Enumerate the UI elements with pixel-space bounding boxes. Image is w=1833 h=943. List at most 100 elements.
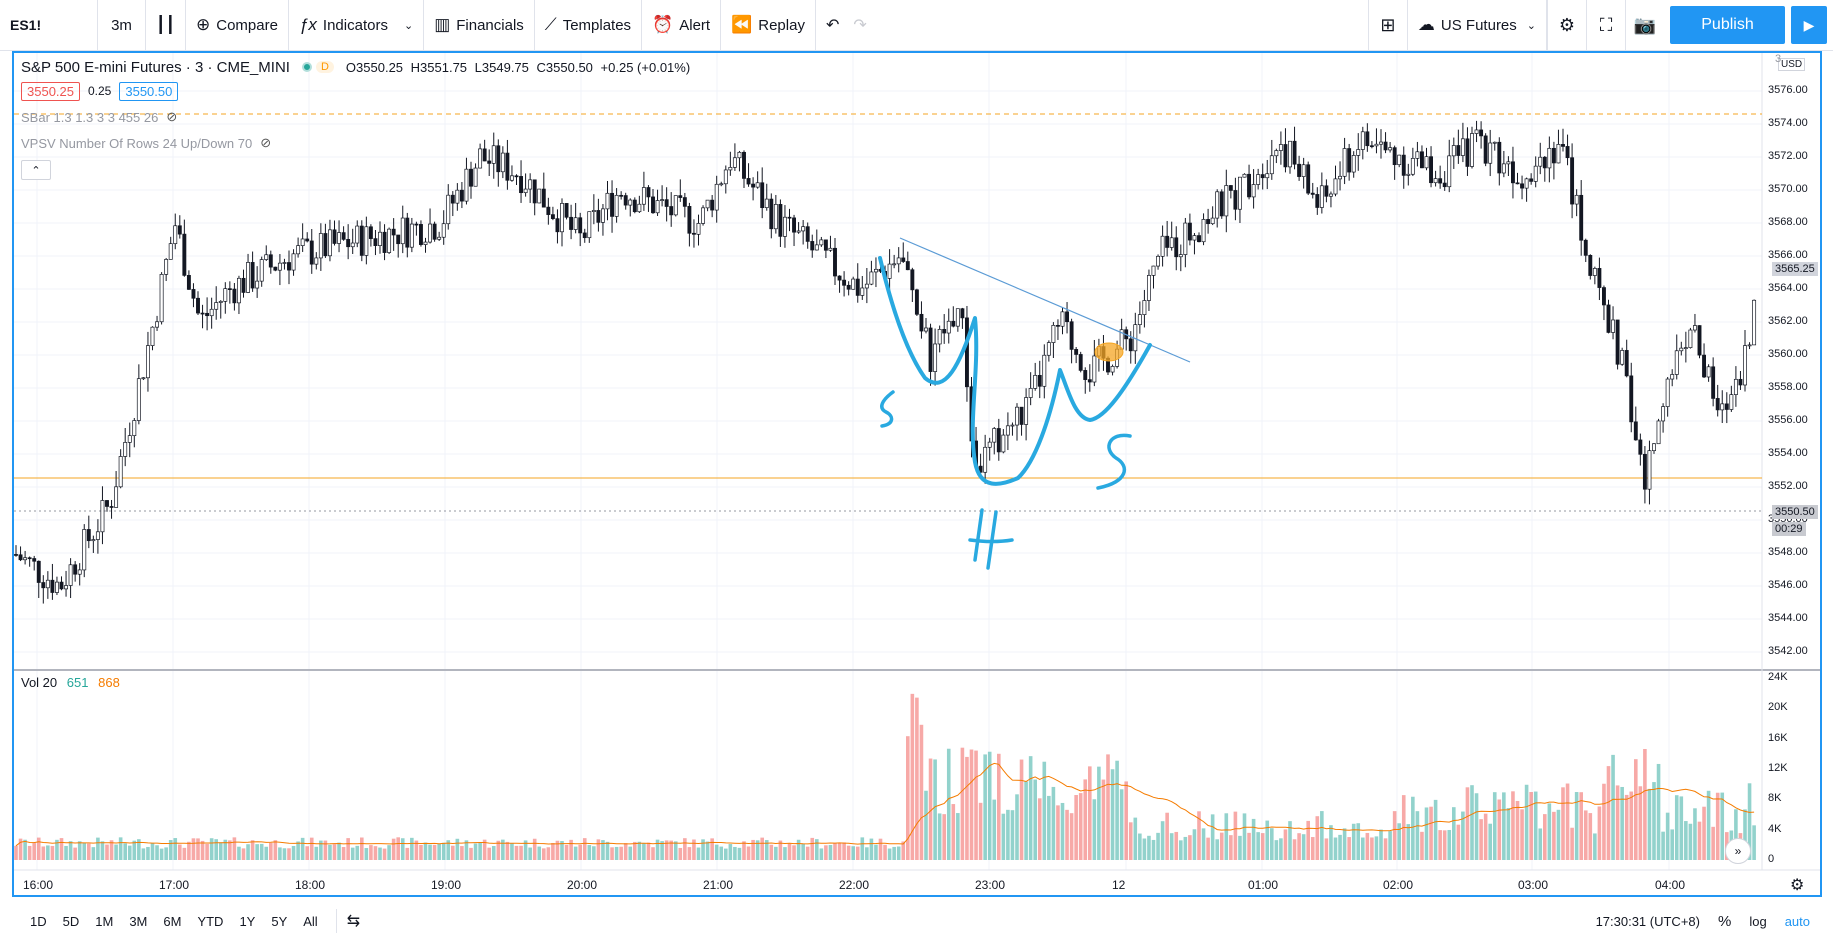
range-button[interactable]: 3M bbox=[129, 913, 148, 929]
price-tick-label: 3574.00 bbox=[1768, 117, 1808, 129]
volume-legend[interactable]: Vol 20 651 868 bbox=[21, 675, 120, 690]
time-tick-label: 22:00 bbox=[839, 878, 870, 892]
range-selector: 1D 5D 1M 3M 6M YTD 1Y 5Y All bbox=[12, 914, 326, 929]
collapse-legend-button[interactable]: ⌃ bbox=[21, 160, 51, 180]
settings-gear-icon[interactable]: ⚙ bbox=[1547, 0, 1586, 51]
volume-tick-label: 0 bbox=[1768, 853, 1775, 865]
time-tick-label: 17:00 bbox=[159, 878, 190, 892]
volume-tick-label: 12K bbox=[1768, 762, 1788, 774]
eye-hidden-icon[interactable]: ⊘ bbox=[260, 135, 272, 150]
time-tick-label: 01:00 bbox=[1248, 878, 1279, 892]
templates-button[interactable]: ⟋ Templates bbox=[535, 0, 643, 51]
bid-ask-row: 3550.25 0.25 3550.50 bbox=[21, 80, 694, 102]
watchlist-label: US Futures bbox=[1440, 16, 1517, 34]
indicators-button[interactable]: ƒx Indicators ⌄ bbox=[289, 0, 425, 51]
spread-value: 0.25 bbox=[88, 84, 112, 98]
price-tick-label: 3548.00 bbox=[1768, 546, 1808, 558]
compare-button[interactable]: ⊕ Compare bbox=[186, 0, 289, 51]
rewind-icon: ⏪ bbox=[731, 15, 753, 34]
layout-grid-icon[interactable]: ⊞ bbox=[1367, 0, 1407, 51]
market-status-dot bbox=[301, 62, 312, 72]
price-tick-label: 3558.00 bbox=[1768, 381, 1808, 393]
templates-icon: ⟋ bbox=[544, 15, 557, 34]
bar-countdown-tag: 00:29 bbox=[1772, 522, 1806, 536]
volume-ma-value: 868 bbox=[98, 675, 120, 690]
fx-icon: ƒx bbox=[298, 15, 317, 34]
scroll-to-latest-button[interactable]: » bbox=[1725, 838, 1751, 864]
interval-label: 3m bbox=[111, 16, 132, 34]
indicator-sbar[interactable]: SBar 1.3 1.3 3 3 455 26 ⊘ bbox=[21, 106, 694, 128]
log-toggle[interactable]: log bbox=[1749, 913, 1767, 929]
legend-main-row: S&P 500 E-mini Futures · 3 · CME_MINI D … bbox=[21, 56, 694, 78]
range-button[interactable]: 1M bbox=[95, 913, 114, 929]
bar-chart-icon: ▥ bbox=[434, 15, 451, 34]
chevron-down-icon: ⌄ bbox=[1526, 19, 1536, 32]
time-tick-label: 19:00 bbox=[431, 878, 462, 892]
range-button[interactable]: 5D bbox=[62, 913, 80, 929]
redo-icon[interactable]: ↷ bbox=[853, 17, 867, 34]
replay-button[interactable]: ⏪ Replay bbox=[721, 0, 816, 51]
date-range-icon[interactable]: ⇆ bbox=[346, 913, 361, 930]
range-button[interactable]: 5Y bbox=[271, 913, 288, 929]
chart-type-button[interactable]: ┃┃ bbox=[146, 0, 186, 51]
watchlist-button[interactable]: ☁ US Futures ⌄ bbox=[1406, 0, 1547, 51]
time-tick-label: 20:00 bbox=[567, 878, 598, 892]
time-tick-label: 21:00 bbox=[703, 878, 734, 892]
templates-label: Templates bbox=[562, 16, 632, 34]
indicator-vpsv[interactable]: VPSV Number Of Rows 24 Up/Down 70 ⊘ bbox=[21, 132, 694, 154]
chart-legend: S&P 500 E-mini Futures · 3 · CME_MINI D … bbox=[21, 56, 694, 180]
time-tick-label: 16:00 bbox=[23, 878, 54, 892]
range-button[interactable]: All bbox=[303, 913, 318, 929]
bid-price[interactable]: 3550.25 bbox=[21, 81, 80, 101]
time-tick-label: 02:00 bbox=[1383, 878, 1414, 892]
marker-price-tag: 3565.25 bbox=[1772, 262, 1818, 276]
currency-label[interactable]: USD bbox=[1778, 58, 1806, 71]
play-icon[interactable]: ▶ bbox=[1791, 6, 1827, 44]
ask-price[interactable]: 3550.50 bbox=[119, 81, 179, 101]
low-value: L3549.75 bbox=[474, 59, 529, 75]
price-tick-label: 3570.00 bbox=[1768, 183, 1808, 195]
price-tick-label: 3554.00 bbox=[1768, 447, 1808, 459]
volume-tick-label: 4K bbox=[1768, 822, 1782, 835]
range-button[interactable]: 6M bbox=[163, 913, 182, 929]
compare-label: Compare bbox=[216, 16, 278, 34]
time-tick-label: 18:00 bbox=[295, 878, 326, 892]
open-value: O3550.25 bbox=[345, 59, 404, 75]
delayed-badge[interactable]: D bbox=[315, 61, 334, 73]
time-tick-label: 12 bbox=[1112, 878, 1126, 892]
range-button[interactable]: YTD bbox=[197, 913, 224, 929]
publish-button[interactable]: Publish bbox=[1670, 6, 1785, 44]
symbol-search[interactable]: ES1! bbox=[0, 0, 98, 51]
range-button[interactable]: 1D bbox=[30, 913, 47, 929]
bottom-bar: 1D 5D 1M 3M 6M YTD 1Y 5Y All ⇆ 17:30:31 (UTC+8) … bbox=[12, 899, 1822, 943]
fullscreen-icon[interactable]: ⛶ bbox=[1586, 0, 1625, 51]
percent-toggle[interactable]: % bbox=[1717, 912, 1732, 930]
alarm-clock-icon: ⏰ bbox=[652, 15, 674, 34]
price-tick-label: 3556.00 bbox=[1768, 414, 1808, 426]
financials-label: Financials bbox=[456, 16, 524, 34]
interval-button[interactable]: 3m bbox=[98, 0, 146, 51]
axis-settings-gear-icon[interactable]: ⚙ bbox=[1790, 877, 1805, 894]
alert-button[interactable]: ⏰ Alert bbox=[642, 0, 722, 51]
auto-scale-toggle[interactable]: auto bbox=[1784, 913, 1810, 929]
financials-button[interactable]: ▥ Financials bbox=[424, 0, 535, 51]
camera-icon[interactable]: 📷 bbox=[1625, 0, 1664, 51]
range-button[interactable]: 1Y bbox=[239, 913, 256, 929]
price-tick-label: 3542.00 bbox=[1768, 645, 1808, 657]
price-tick-label: 3576.00 bbox=[1768, 84, 1808, 96]
clock-timezone[interactable]: 17:30:31 (UTC+8) bbox=[1595, 913, 1700, 929]
eye-hidden-icon[interactable]: ⊘ bbox=[166, 109, 178, 124]
indicator-sbar-label: SBar 1.3 1.3 3 3 455 26 bbox=[21, 109, 159, 125]
time-tick-label: 03:00 bbox=[1518, 878, 1549, 892]
plus-circle-icon: ⊕ bbox=[196, 15, 211, 34]
volume-tick-label: 16K bbox=[1768, 731, 1788, 744]
time-tick-label: 04:00 bbox=[1655, 878, 1686, 892]
current-price-tag: 3550.50 bbox=[1772, 505, 1818, 519]
volume-label: Vol 20 bbox=[21, 675, 58, 690]
volume-value: 651 bbox=[66, 675, 89, 690]
undo-icon[interactable]: ↶ bbox=[825, 17, 840, 34]
close-value: C3550.50 bbox=[536, 59, 593, 75]
price-tick-label: 3544.00 bbox=[1768, 612, 1808, 624]
high-value: H3551.75 bbox=[410, 59, 468, 75]
symbol-description[interactable]: S&P 500 E-mini Futures · 3 · CME_MINI bbox=[21, 58, 290, 76]
